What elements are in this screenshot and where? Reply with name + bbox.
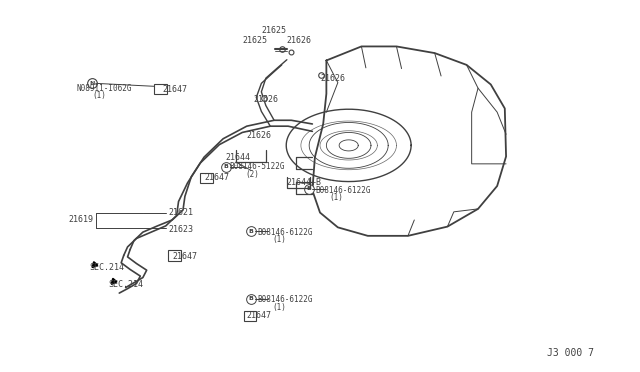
Text: (1): (1) bbox=[330, 193, 344, 202]
Text: 21647: 21647 bbox=[204, 173, 229, 182]
Text: 21626: 21626 bbox=[287, 36, 312, 45]
Text: N08911-I062G: N08911-I062G bbox=[77, 84, 132, 93]
Text: B: B bbox=[249, 296, 253, 301]
Text: (1): (1) bbox=[272, 302, 286, 312]
Text: B08146-6122G: B08146-6122G bbox=[315, 186, 371, 195]
Text: 21619: 21619 bbox=[68, 215, 93, 224]
Text: 21625: 21625 bbox=[243, 36, 268, 45]
Bar bbox=[244, 311, 256, 321]
Text: 21644: 21644 bbox=[226, 153, 251, 162]
Text: B: B bbox=[306, 186, 311, 192]
Bar bbox=[168, 250, 181, 260]
Text: 21647: 21647 bbox=[172, 252, 197, 262]
Text: SEC.214: SEC.214 bbox=[108, 280, 143, 289]
Text: SEC.214: SEC.214 bbox=[90, 263, 124, 272]
Text: B: B bbox=[249, 228, 253, 234]
Text: 21647: 21647 bbox=[162, 85, 187, 94]
Text: 21625: 21625 bbox=[261, 26, 286, 35]
Bar bbox=[200, 173, 213, 183]
Text: B: B bbox=[223, 164, 228, 169]
Text: 21626: 21626 bbox=[246, 131, 272, 140]
Text: (1): (1) bbox=[272, 235, 286, 244]
Text: 21647: 21647 bbox=[246, 311, 272, 320]
Text: 21644+B: 21644+B bbox=[287, 178, 322, 187]
Text: N: N bbox=[89, 81, 95, 86]
Text: B08146-5122G: B08146-5122G bbox=[230, 162, 285, 171]
Text: B08146-6122G: B08146-6122G bbox=[257, 228, 313, 237]
Text: B08146-6122G: B08146-6122G bbox=[257, 295, 313, 304]
Text: J3 000 7: J3 000 7 bbox=[547, 348, 594, 358]
Text: 21626: 21626 bbox=[320, 74, 345, 83]
Text: 21626: 21626 bbox=[253, 95, 278, 104]
Text: 21623: 21623 bbox=[168, 225, 193, 234]
Text: (1): (1) bbox=[93, 91, 106, 100]
Text: 21621: 21621 bbox=[168, 208, 193, 217]
Text: (2): (2) bbox=[246, 170, 259, 179]
Bar bbox=[154, 84, 167, 94]
